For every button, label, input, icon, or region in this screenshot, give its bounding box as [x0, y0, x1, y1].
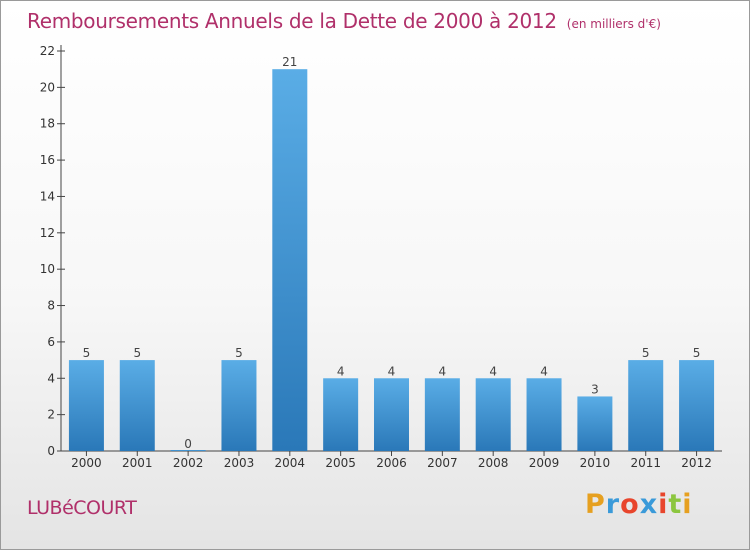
data-label: 5: [642, 346, 650, 360]
x-tick-label: 2011: [630, 456, 661, 470]
y-tick-label: 22: [40, 44, 55, 58]
data-label: 3: [591, 382, 599, 396]
y-tick-label: 2: [47, 408, 55, 422]
data-label: 4: [489, 364, 497, 378]
x-tick-label: 2012: [681, 456, 712, 470]
logo-letter: t: [668, 489, 683, 520]
x-tick-label: 2007: [427, 456, 458, 470]
bar-2011: [628, 360, 664, 451]
data-label: 4: [439, 364, 447, 378]
bar-2007: [424, 378, 460, 451]
data-label: 5: [83, 346, 91, 360]
bar-2000: [68, 360, 104, 451]
commune-name: LUBéCOURT: [27, 497, 137, 519]
chart-title: Remboursements Annuels de la Dette de 20…: [27, 9, 661, 33]
y-tick-label: 4: [47, 371, 55, 385]
x-tick-label: 2006: [376, 456, 407, 470]
chart-title-main: Remboursements Annuels de la Dette de 20…: [27, 9, 557, 33]
data-label: 21: [282, 55, 297, 69]
logo-letter: o: [620, 489, 640, 520]
bar-2006: [374, 378, 409, 451]
logo-letter: P: [585, 489, 606, 520]
data-label: 4: [388, 364, 396, 378]
y-tick-label: 18: [40, 117, 55, 131]
x-tick-label: 2004: [275, 456, 306, 470]
bar-2001: [119, 360, 155, 451]
x-tick-label: 2001: [122, 456, 153, 470]
proxiti-logo: Proxiti: [585, 489, 693, 520]
data-label: 4: [337, 364, 345, 378]
y-tick-label: 14: [40, 189, 55, 203]
data-label: 5: [693, 346, 701, 360]
y-tick-label: 8: [47, 299, 55, 313]
y-tick-label: 0: [47, 444, 55, 458]
logo-letter: r: [605, 489, 621, 520]
bar-2012: [679, 360, 715, 451]
logo-letter: i: [682, 489, 693, 520]
bar-2002: [170, 450, 206, 451]
bar-2010: [577, 396, 613, 451]
bar-2005: [323, 378, 359, 451]
y-tick-label: 20: [40, 80, 55, 94]
y-tick-label: 6: [47, 335, 55, 349]
bar-2003: [221, 360, 257, 451]
y-tick-label: 10: [40, 262, 55, 276]
data-label: 4: [540, 364, 548, 378]
y-tick-label: 16: [40, 153, 55, 167]
logo-letter: x: [639, 489, 659, 520]
data-label: 5: [235, 346, 243, 360]
x-tick-label: 2002: [173, 456, 204, 470]
data-label: 0: [184, 437, 192, 451]
logo-letter: i: [658, 489, 669, 520]
y-tick-label: 12: [40, 226, 55, 240]
x-tick-label: 2000: [71, 456, 102, 470]
x-tick-label: 2009: [529, 456, 560, 470]
x-tick-label: 2008: [478, 456, 509, 470]
x-tick-label: 2005: [325, 456, 356, 470]
bar-2008: [475, 378, 511, 451]
x-tick-label: 2010: [580, 456, 611, 470]
bar-2009: [526, 378, 562, 451]
chart-title-unit: (en milliers d'€): [566, 17, 661, 31]
bar-2004: [272, 69, 308, 451]
x-tick-label: 2003: [224, 456, 255, 470]
chart-bars: [68, 69, 715, 451]
data-label: 5: [133, 346, 141, 360]
chart-labels: 2000 5 2001 5 2002 0 2003 5 2004 21 2005 4 2006 4 2007…: [71, 55, 712, 470]
